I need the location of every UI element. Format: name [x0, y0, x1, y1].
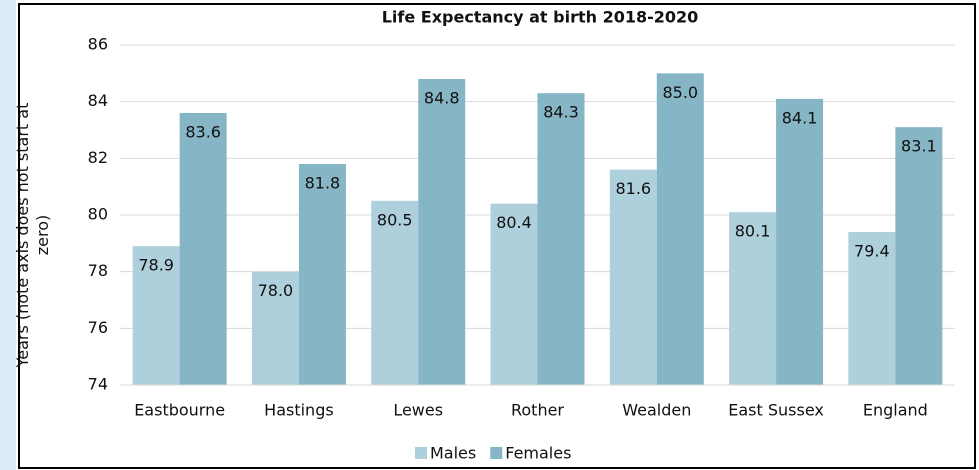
value-label: 83.1	[901, 137, 937, 156]
x-tick-label: Wealden	[622, 401, 691, 420]
value-label: 84.1	[782, 108, 818, 127]
bar	[371, 200, 419, 385]
y-tick-label: 82	[88, 148, 108, 167]
bar	[251, 271, 299, 385]
bar	[418, 79, 466, 385]
side-decoration	[0, 0, 16, 470]
legend-label: Females	[505, 444, 571, 463]
value-label: 78.0	[258, 281, 294, 300]
y-tick-label: 80	[88, 205, 108, 224]
y-tick-label: 78	[88, 261, 108, 280]
value-label: 80.1	[735, 222, 771, 241]
value-label: 85.0	[662, 83, 698, 102]
x-tick-label: Rother	[511, 401, 564, 420]
bar	[656, 73, 704, 385]
bar	[895, 127, 943, 386]
value-label: 80.4	[496, 213, 532, 232]
bar	[776, 98, 824, 385]
chart-title: Life Expectancy at birth 2018-2020	[382, 8, 699, 27]
bar	[848, 232, 896, 385]
bar	[179, 113, 227, 385]
x-tick-label: Lewes	[393, 401, 443, 420]
bar	[609, 169, 657, 385]
value-label: 84.8	[424, 89, 460, 108]
y-tick-label: 84	[88, 91, 108, 110]
bar	[729, 212, 777, 385]
value-label: 78.9	[138, 256, 174, 275]
value-label: 81.8	[305, 174, 341, 193]
legend-swatch	[490, 447, 503, 459]
x-tick-label: England	[863, 401, 928, 420]
value-label: 79.4	[854, 242, 890, 261]
y-axis-label: Years (note axis does not start at zero)	[13, 102, 52, 368]
value-label: 81.6	[615, 179, 651, 198]
bar	[490, 203, 538, 385]
y-tick-label: 74	[88, 375, 108, 394]
y-tick-label: 76	[88, 318, 108, 337]
y-tick-label: 86	[88, 35, 108, 54]
value-label: 83.6	[185, 123, 221, 142]
x-tick-label: Hastings	[264, 401, 334, 420]
bar	[537, 93, 585, 386]
legend-label: Males	[430, 444, 476, 463]
bar	[132, 246, 180, 385]
legend-swatch	[415, 447, 427, 459]
x-tick-label: East Sussex	[728, 401, 824, 420]
x-tick-label: Eastbourne	[134, 401, 225, 420]
value-label: 80.5	[377, 210, 413, 229]
bar	[298, 164, 346, 385]
value-label: 84.3	[543, 103, 579, 122]
